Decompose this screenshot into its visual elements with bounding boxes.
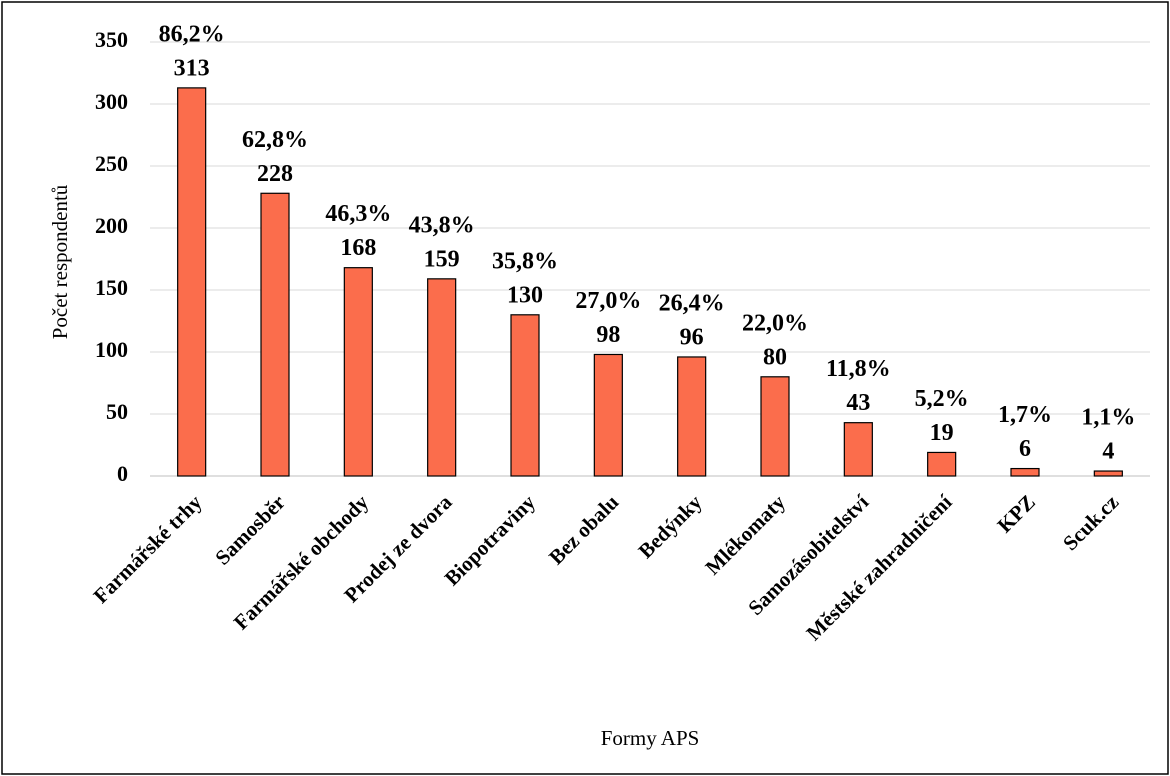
- percent-label: 86,2%: [159, 21, 225, 47]
- y-tick-label: 50: [106, 399, 128, 424]
- bar: [427, 278, 457, 477]
- percent-label: 22,0%: [742, 310, 808, 336]
- y-tick-label: 350: [95, 27, 128, 52]
- x-axis-label: Formy APS: [601, 726, 700, 750]
- bar: [343, 267, 373, 477]
- percent-label: 1,1%: [1081, 405, 1135, 431]
- value-label: 19: [930, 420, 954, 446]
- value-label: 130: [507, 282, 543, 308]
- y-tick-label: 300: [95, 89, 128, 114]
- percent-label: 27,0%: [575, 288, 641, 314]
- bar: [593, 353, 623, 477]
- bar: [260, 192, 290, 477]
- percent-label: 5,2%: [915, 386, 969, 412]
- percent-label: 11,8%: [826, 356, 891, 382]
- bar: [677, 356, 707, 477]
- percent-label: 62,8%: [242, 127, 308, 153]
- value-label: 80: [763, 344, 787, 370]
- percent-label: 46,3%: [325, 201, 391, 227]
- y-axis-label: Počet respondentů: [48, 184, 72, 339]
- bar: [510, 314, 540, 477]
- value-label: 98: [596, 322, 620, 348]
- y-tick-label: 0: [117, 461, 128, 486]
- value-label: 43: [846, 390, 870, 416]
- bar: [177, 87, 207, 477]
- bar: [927, 451, 957, 477]
- bar: [1010, 467, 1040, 477]
- bar: [1093, 470, 1123, 477]
- y-tick-label: 200: [95, 213, 128, 238]
- y-tick-label: 150: [95, 275, 128, 300]
- percent-label: 26,4%: [659, 290, 725, 316]
- bar: [843, 422, 873, 477]
- value-label: 159: [424, 246, 460, 272]
- percent-label: 35,8%: [492, 248, 558, 274]
- value-label: 228: [257, 161, 293, 187]
- percent-label: 1,7%: [998, 402, 1052, 428]
- y-tick-label: 250: [95, 151, 128, 176]
- value-label: 313: [174, 55, 210, 81]
- value-label: 168: [340, 235, 376, 261]
- value-label: 6: [1019, 436, 1031, 462]
- value-label: 96: [680, 324, 704, 350]
- value-label: 4: [1102, 439, 1114, 465]
- percent-label: 43,8%: [409, 212, 475, 238]
- bar: [760, 376, 790, 477]
- y-tick-label: 100: [95, 337, 128, 362]
